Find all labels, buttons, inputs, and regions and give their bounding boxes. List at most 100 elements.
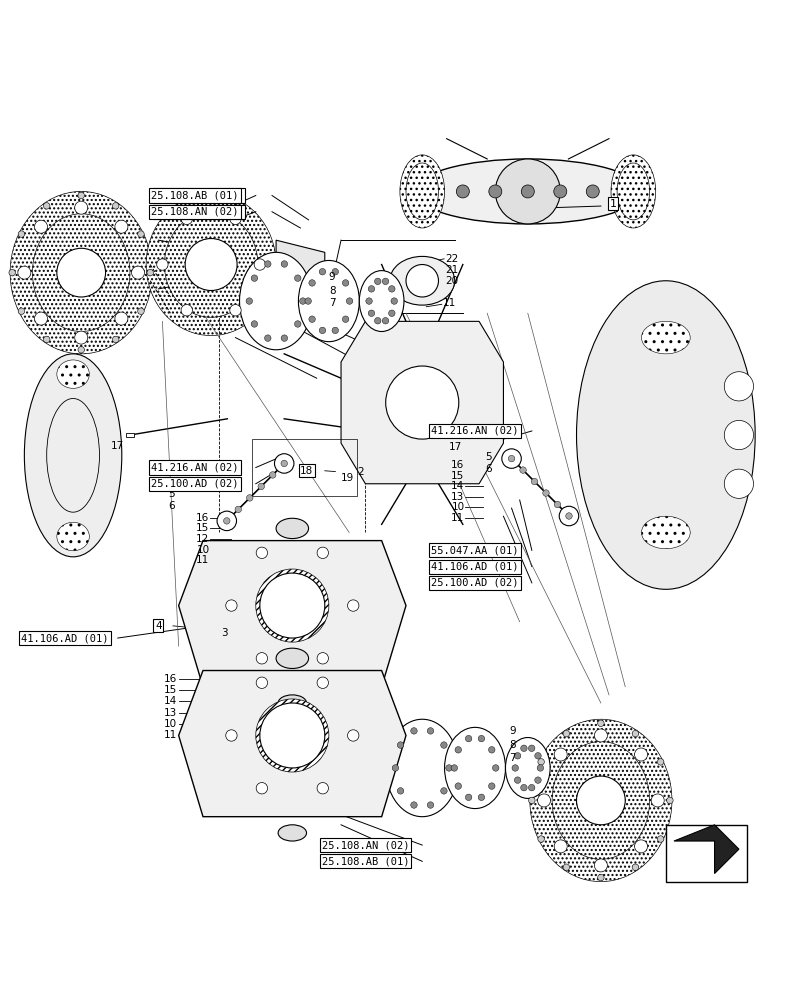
Text: 9: 9 bbox=[328, 272, 335, 282]
Bar bbox=[126, 433, 134, 437]
Text: 25.108.AB (01): 25.108.AB (01) bbox=[321, 856, 409, 866]
Circle shape bbox=[454, 747, 461, 753]
Circle shape bbox=[181, 213, 192, 224]
Text: 11: 11 bbox=[164, 730, 177, 740]
Circle shape bbox=[294, 321, 301, 327]
Text: 25.108.AN (02): 25.108.AN (02) bbox=[151, 207, 238, 217]
Circle shape bbox=[18, 308, 24, 314]
Circle shape bbox=[565, 513, 572, 519]
Circle shape bbox=[332, 268, 338, 275]
Ellipse shape bbox=[399, 155, 444, 228]
Circle shape bbox=[554, 748, 567, 761]
Ellipse shape bbox=[616, 163, 649, 220]
Circle shape bbox=[388, 310, 395, 316]
Circle shape bbox=[319, 268, 325, 275]
Circle shape bbox=[488, 747, 495, 753]
Circle shape bbox=[112, 336, 118, 343]
Circle shape bbox=[147, 269, 153, 276]
Circle shape bbox=[534, 777, 541, 783]
Circle shape bbox=[597, 874, 603, 881]
Circle shape bbox=[450, 765, 457, 771]
Circle shape bbox=[251, 275, 257, 281]
Ellipse shape bbox=[444, 727, 504, 809]
Circle shape bbox=[255, 783, 267, 794]
Circle shape bbox=[723, 420, 753, 450]
Text: 25.108.AB (01): 25.108.AB (01) bbox=[151, 191, 238, 201]
Circle shape bbox=[230, 213, 241, 224]
Circle shape bbox=[316, 547, 328, 559]
Text: 15: 15 bbox=[451, 471, 464, 481]
Circle shape bbox=[230, 305, 241, 316]
Circle shape bbox=[633, 840, 646, 853]
Circle shape bbox=[397, 742, 403, 748]
Circle shape bbox=[225, 730, 237, 741]
Circle shape bbox=[347, 600, 358, 611]
Text: 12: 12 bbox=[196, 534, 209, 544]
Circle shape bbox=[157, 259, 168, 270]
Ellipse shape bbox=[504, 738, 550, 798]
Polygon shape bbox=[276, 240, 324, 289]
Ellipse shape bbox=[11, 191, 152, 354]
Circle shape bbox=[217, 511, 236, 531]
Circle shape bbox=[114, 220, 127, 233]
Text: 41.216.AN (02): 41.216.AN (02) bbox=[431, 426, 518, 436]
Text: 4: 4 bbox=[155, 621, 161, 631]
Text: 15: 15 bbox=[196, 523, 209, 533]
Text: 10: 10 bbox=[164, 719, 177, 729]
Circle shape bbox=[594, 729, 607, 742]
Circle shape bbox=[657, 836, 663, 842]
Circle shape bbox=[512, 765, 518, 771]
Ellipse shape bbox=[255, 569, 328, 642]
Circle shape bbox=[597, 720, 603, 727]
Text: 1: 1 bbox=[609, 199, 616, 209]
Ellipse shape bbox=[276, 518, 308, 539]
Circle shape bbox=[553, 185, 566, 198]
Circle shape bbox=[388, 286, 395, 292]
Circle shape bbox=[316, 783, 328, 794]
Text: 5: 5 bbox=[485, 452, 491, 462]
Ellipse shape bbox=[146, 193, 276, 336]
Circle shape bbox=[554, 501, 560, 508]
Ellipse shape bbox=[610, 155, 655, 228]
Text: 25.108.AN (02): 25.108.AN (02) bbox=[155, 207, 242, 217]
Circle shape bbox=[181, 305, 192, 316]
Circle shape bbox=[528, 797, 534, 804]
Circle shape bbox=[131, 266, 144, 279]
Circle shape bbox=[456, 185, 469, 198]
Circle shape bbox=[513, 777, 520, 783]
Circle shape bbox=[392, 765, 398, 771]
Circle shape bbox=[9, 269, 15, 276]
Text: 25.108.AN (02): 25.108.AN (02) bbox=[321, 840, 409, 850]
Ellipse shape bbox=[57, 522, 89, 551]
Circle shape bbox=[225, 600, 237, 611]
Circle shape bbox=[513, 753, 520, 759]
Ellipse shape bbox=[576, 281, 754, 589]
Circle shape bbox=[367, 310, 374, 316]
Ellipse shape bbox=[414, 159, 641, 224]
Circle shape bbox=[57, 248, 105, 297]
Ellipse shape bbox=[164, 212, 258, 317]
Text: 19: 19 bbox=[341, 473, 354, 483]
Circle shape bbox=[35, 312, 48, 325]
Circle shape bbox=[537, 794, 550, 807]
Ellipse shape bbox=[389, 256, 454, 305]
Polygon shape bbox=[341, 321, 503, 484]
Text: 41.106.AD (01): 41.106.AD (01) bbox=[431, 562, 518, 572]
Text: 14: 14 bbox=[164, 696, 177, 706]
Text: 22: 22 bbox=[444, 254, 457, 264]
Circle shape bbox=[332, 327, 338, 334]
Text: 16: 16 bbox=[164, 674, 177, 684]
Circle shape bbox=[255, 677, 268, 688]
Text: 41.106.AD (01): 41.106.AD (01) bbox=[21, 633, 109, 643]
Circle shape bbox=[112, 203, 119, 209]
Circle shape bbox=[488, 783, 495, 789]
Text: 11: 11 bbox=[442, 298, 455, 308]
Circle shape bbox=[528, 784, 534, 791]
Circle shape bbox=[308, 316, 315, 322]
Circle shape bbox=[650, 794, 663, 807]
Text: 3: 3 bbox=[221, 628, 227, 638]
Ellipse shape bbox=[276, 648, 308, 668]
Circle shape bbox=[495, 159, 560, 224]
Circle shape bbox=[316, 677, 328, 688]
Circle shape bbox=[281, 335, 287, 341]
